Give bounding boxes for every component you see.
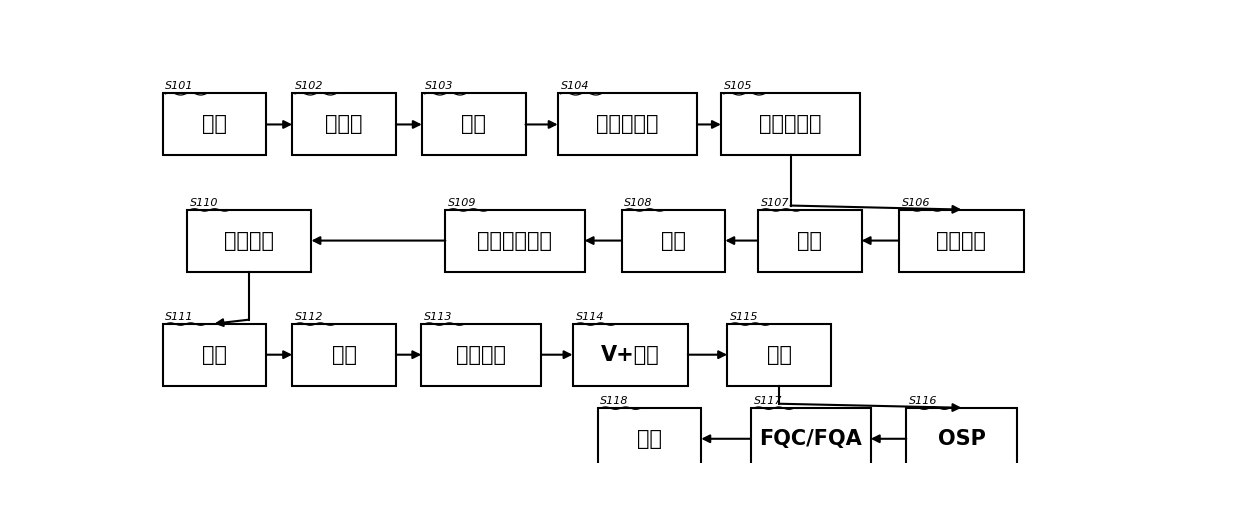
Bar <box>187 210 311 271</box>
Text: 阻焺: 阻焺 <box>332 345 357 365</box>
Text: S114: S114 <box>575 311 603 322</box>
Bar <box>597 408 701 470</box>
Bar <box>906 408 1017 470</box>
Bar <box>292 323 396 386</box>
Text: 第二次钒孔: 第二次钒孔 <box>760 114 821 135</box>
Text: S117: S117 <box>753 396 782 406</box>
Text: S111: S111 <box>166 311 195 322</box>
Text: S116: S116 <box>909 396 938 406</box>
Text: 印制文字: 印制文字 <box>456 345 507 365</box>
Bar <box>721 94 860 155</box>
Bar <box>900 210 1023 271</box>
Text: 蚀刻: 蚀刻 <box>202 345 227 365</box>
Bar <box>727 323 831 386</box>
Text: S106: S106 <box>902 198 930 207</box>
Text: FQC/FQA: FQC/FQA <box>760 429 862 449</box>
Bar <box>421 323 541 386</box>
Text: S109: S109 <box>449 198 477 207</box>
Text: 板电: 板电 <box>660 230 686 251</box>
Text: 电测: 电测 <box>767 345 792 365</box>
Text: S107: S107 <box>761 198 789 207</box>
Text: 第一次钒孔: 第一次钒孔 <box>596 114 659 135</box>
Text: 包装: 包装 <box>637 429 662 449</box>
Text: S110: S110 <box>190 198 218 207</box>
Bar <box>292 94 396 155</box>
Text: 图电铜锡: 图电铜锡 <box>224 230 274 251</box>
Text: S112: S112 <box>295 311 323 322</box>
Bar <box>162 94 266 155</box>
Text: 加厂铜: 加厂铜 <box>326 114 363 135</box>
Text: S103: S103 <box>425 82 453 92</box>
Bar <box>162 323 266 386</box>
Text: S104: S104 <box>560 82 589 92</box>
Text: OSP: OSP <box>938 429 985 449</box>
Text: 披锋磨板: 披锋磨板 <box>937 230 986 251</box>
Text: S108: S108 <box>624 198 653 207</box>
Bar <box>445 210 585 271</box>
Text: 沉铜: 沉铜 <box>797 230 823 251</box>
Bar <box>421 94 525 155</box>
Bar <box>558 94 696 155</box>
Text: S113: S113 <box>424 311 452 322</box>
Bar <box>758 210 861 271</box>
Text: 开料: 开料 <box>202 114 227 135</box>
Bar <box>751 408 871 470</box>
Text: V+鸣板: V+鸣板 <box>601 345 659 365</box>
Text: S115: S115 <box>730 311 758 322</box>
Text: S102: S102 <box>295 82 323 92</box>
Text: 磨板: 磨板 <box>461 114 486 135</box>
Text: S105: S105 <box>724 82 752 92</box>
Text: 制作外层电路: 制作外层电路 <box>477 230 553 251</box>
Bar <box>622 210 725 271</box>
Text: S101: S101 <box>166 82 195 92</box>
Text: S118: S118 <box>601 396 629 406</box>
Bar <box>572 323 688 386</box>
